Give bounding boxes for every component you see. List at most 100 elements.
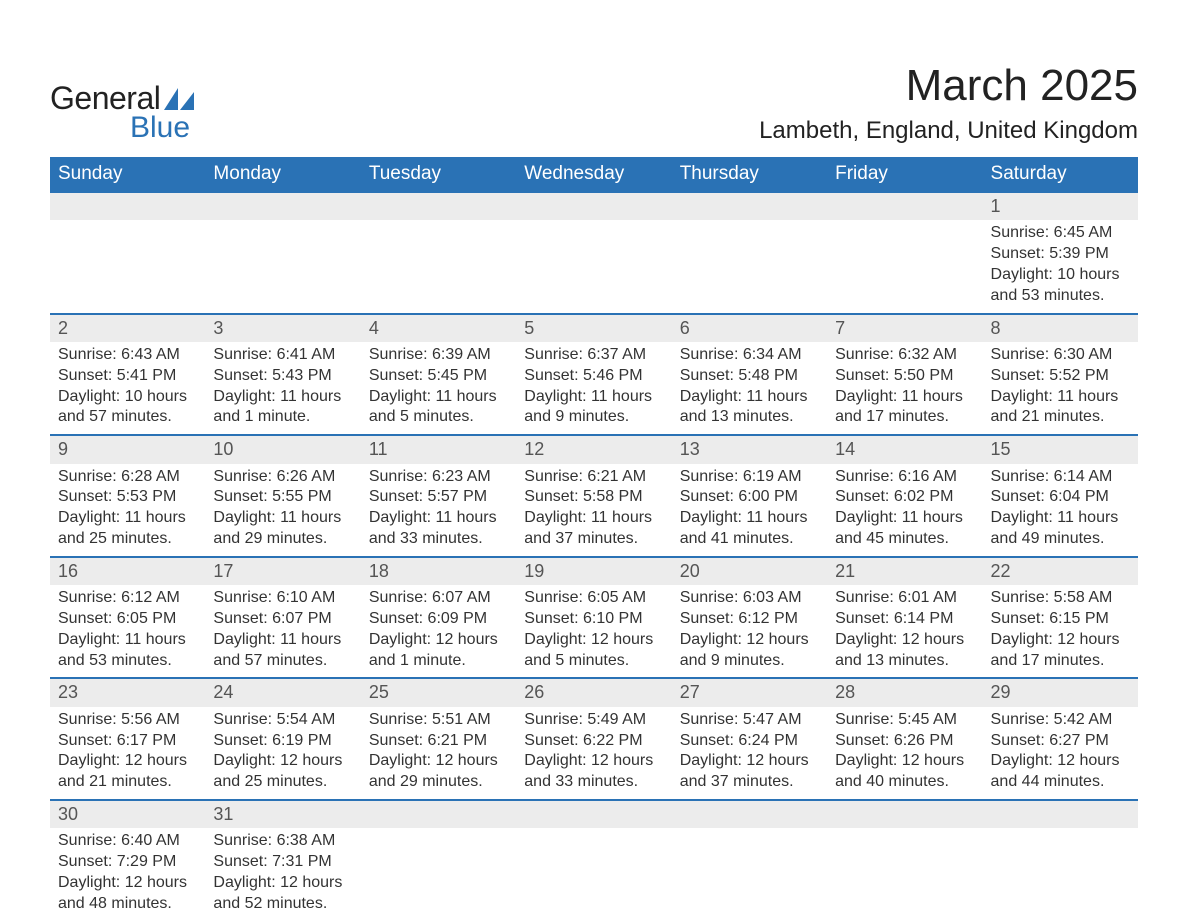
details-row: Sunrise: 6:12 AMSunset: 6:05 PMDaylight:… bbox=[50, 585, 1138, 678]
day-d1: Daylight: 11 hours bbox=[680, 508, 819, 529]
day-d2: and 9 minutes. bbox=[524, 407, 663, 428]
day-sunrise: Sunrise: 6:41 AM bbox=[213, 345, 352, 366]
day-number-cell bbox=[205, 193, 360, 220]
day-details-cell: Sunrise: 5:47 AMSunset: 6:24 PMDaylight:… bbox=[672, 707, 827, 800]
day-d2: and 49 minutes. bbox=[991, 529, 1130, 550]
day-sunrise: Sunrise: 6:38 AM bbox=[213, 831, 352, 852]
day-sunset: Sunset: 5:48 PM bbox=[680, 366, 819, 387]
day-sunrise: Sunrise: 6:26 AM bbox=[213, 467, 352, 488]
page-header: General Blue March 2025 Lambeth, England… bbox=[50, 50, 1138, 145]
day-d2: and 21 minutes. bbox=[58, 772, 197, 793]
day-details-cell: Sunrise: 5:42 AMSunset: 6:27 PMDaylight:… bbox=[983, 707, 1138, 800]
day-d2: and 1 minute. bbox=[213, 407, 352, 428]
day-d2: and 17 minutes. bbox=[991, 651, 1130, 672]
day-sunset: Sunset: 5:53 PM bbox=[58, 487, 197, 508]
day-number-cell bbox=[361, 193, 516, 220]
flag-icon bbox=[164, 88, 194, 110]
day-d1: Daylight: 11 hours bbox=[58, 508, 197, 529]
day-d1: Daylight: 12 hours bbox=[680, 751, 819, 772]
day-details-cell: Sunrise: 6:38 AMSunset: 7:31 PMDaylight:… bbox=[205, 828, 360, 920]
day-d1: Daylight: 11 hours bbox=[213, 630, 352, 651]
daynum-row: 2345678 bbox=[50, 314, 1138, 342]
day-details-cell bbox=[361, 220, 516, 313]
day-sunrise: Sunrise: 6:07 AM bbox=[369, 588, 508, 609]
day-sunrise: Sunrise: 6:37 AM bbox=[524, 345, 663, 366]
day-d2: and 21 minutes. bbox=[991, 407, 1130, 428]
day-sunrise: Sunrise: 5:47 AM bbox=[680, 710, 819, 731]
day-details-cell: Sunrise: 6:12 AMSunset: 6:05 PMDaylight:… bbox=[50, 585, 205, 678]
day-d2: and 33 minutes. bbox=[524, 772, 663, 793]
day-sunrise: Sunrise: 6:28 AM bbox=[58, 467, 197, 488]
day-d1: Daylight: 12 hours bbox=[524, 751, 663, 772]
day-d1: Daylight: 11 hours bbox=[835, 508, 974, 529]
day-number-cell bbox=[516, 800, 671, 828]
day-sunset: Sunset: 5:52 PM bbox=[991, 366, 1130, 387]
day-d2: and 29 minutes. bbox=[213, 529, 352, 550]
day-number-cell bbox=[50, 193, 205, 220]
day-d1: Daylight: 11 hours bbox=[524, 508, 663, 529]
day-number-cell: 12 bbox=[516, 435, 671, 463]
day-number-cell: 27 bbox=[672, 678, 827, 706]
day-sunrise: Sunrise: 6:43 AM bbox=[58, 345, 197, 366]
day-sunrise: Sunrise: 5:54 AM bbox=[213, 710, 352, 731]
daynum-row: 9101112131415 bbox=[50, 435, 1138, 463]
day-d2: and 25 minutes. bbox=[213, 772, 352, 793]
daynum-row: 1 bbox=[50, 193, 1138, 220]
day-details-cell bbox=[50, 220, 205, 313]
day-sunrise: Sunrise: 6:10 AM bbox=[213, 588, 352, 609]
day-sunset: Sunset: 6:00 PM bbox=[680, 487, 819, 508]
day-number-cell: 17 bbox=[205, 557, 360, 585]
day-number-cell: 24 bbox=[205, 678, 360, 706]
day-number-cell: 20 bbox=[672, 557, 827, 585]
day-sunset: Sunset: 6:14 PM bbox=[835, 609, 974, 630]
day-d1: Daylight: 12 hours bbox=[835, 630, 974, 651]
day-sunset: Sunset: 5:55 PM bbox=[213, 487, 352, 508]
day-number-cell: 4 bbox=[361, 314, 516, 342]
day-details-cell: Sunrise: 5:45 AMSunset: 6:26 PMDaylight:… bbox=[827, 707, 982, 800]
day-number-cell: 30 bbox=[50, 800, 205, 828]
day-number-cell bbox=[361, 800, 516, 828]
day-d2: and 57 minutes. bbox=[58, 407, 197, 428]
month-title: March 2025 bbox=[759, 61, 1138, 111]
day-number-cell: 9 bbox=[50, 435, 205, 463]
day-number-cell: 19 bbox=[516, 557, 671, 585]
day-details-cell: Sunrise: 5:54 AMSunset: 6:19 PMDaylight:… bbox=[205, 707, 360, 800]
day-number-cell: 16 bbox=[50, 557, 205, 585]
day-sunrise: Sunrise: 6:30 AM bbox=[991, 345, 1130, 366]
day-sunset: Sunset: 5:39 PM bbox=[991, 244, 1130, 265]
weekday-header-row: Sunday Monday Tuesday Wednesday Thursday… bbox=[50, 157, 1138, 193]
day-d1: Daylight: 12 hours bbox=[524, 630, 663, 651]
day-d2: and 13 minutes. bbox=[680, 407, 819, 428]
daynum-row: 23242526272829 bbox=[50, 678, 1138, 706]
day-details-cell bbox=[516, 220, 671, 313]
day-sunset: Sunset: 7:31 PM bbox=[213, 852, 352, 873]
weekday-header: Saturday bbox=[983, 157, 1138, 193]
day-details-cell bbox=[983, 828, 1138, 920]
day-d1: Daylight: 11 hours bbox=[369, 387, 508, 408]
day-details-cell: Sunrise: 6:14 AMSunset: 6:04 PMDaylight:… bbox=[983, 464, 1138, 557]
day-sunrise: Sunrise: 5:58 AM bbox=[991, 588, 1130, 609]
day-number-cell: 5 bbox=[516, 314, 671, 342]
weekday-header: Sunday bbox=[50, 157, 205, 193]
day-details-cell bbox=[205, 220, 360, 313]
day-sunrise: Sunrise: 5:51 AM bbox=[369, 710, 508, 731]
day-number-cell bbox=[672, 800, 827, 828]
day-number-cell: 26 bbox=[516, 678, 671, 706]
day-details-cell bbox=[672, 828, 827, 920]
day-d2: and 53 minutes. bbox=[58, 651, 197, 672]
day-d1: Daylight: 10 hours bbox=[58, 387, 197, 408]
day-sunrise: Sunrise: 6:19 AM bbox=[680, 467, 819, 488]
day-number-cell: 18 bbox=[361, 557, 516, 585]
day-sunset: Sunset: 6:27 PM bbox=[991, 731, 1130, 752]
day-number-cell bbox=[516, 193, 671, 220]
day-d2: and 29 minutes. bbox=[369, 772, 508, 793]
day-d2: and 44 minutes. bbox=[991, 772, 1130, 793]
day-sunrise: Sunrise: 6:32 AM bbox=[835, 345, 974, 366]
day-sunrise: Sunrise: 6:40 AM bbox=[58, 831, 197, 852]
day-number-cell: 13 bbox=[672, 435, 827, 463]
daynum-row: 3031 bbox=[50, 800, 1138, 828]
day-d1: Daylight: 11 hours bbox=[213, 508, 352, 529]
day-details-cell bbox=[827, 828, 982, 920]
title-block: March 2025 Lambeth, England, United King… bbox=[759, 61, 1138, 145]
day-details-cell: Sunrise: 6:41 AMSunset: 5:43 PMDaylight:… bbox=[205, 342, 360, 435]
